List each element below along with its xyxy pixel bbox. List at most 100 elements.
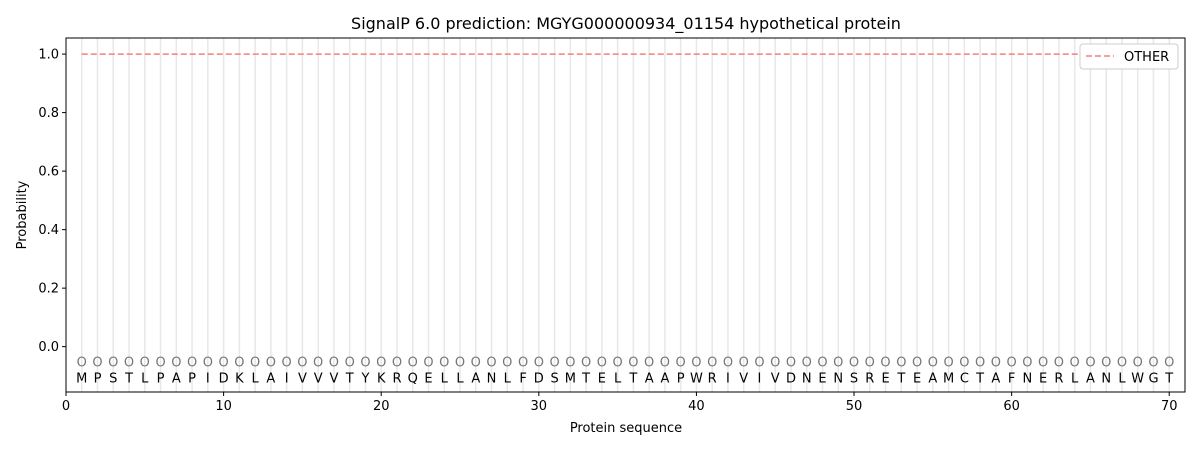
prediction-marker: O (817, 355, 827, 370)
prediction-marker: O (676, 355, 686, 370)
prediction-marker: O (1164, 355, 1174, 370)
residue-label: F (519, 371, 526, 386)
residue-label: Y (360, 371, 369, 386)
legend-label-other: OTHER (1124, 50, 1169, 65)
residue-label: V (739, 371, 748, 386)
residue-label: N (833, 371, 843, 386)
residue-label: P (188, 371, 196, 386)
prediction-marker: O (282, 355, 292, 370)
prediction-marker: O (613, 355, 623, 370)
residue-label: F (1008, 371, 1015, 386)
prediction-marker: O (959, 355, 969, 370)
residue-label: V (329, 371, 338, 386)
prediction-marker: O (376, 355, 386, 370)
prediction-marker: O (628, 355, 638, 370)
prediction-marker: O (455, 355, 465, 370)
prediction-marker: O (660, 355, 670, 370)
residue-label: A (471, 371, 480, 386)
prediction-marker: O (896, 355, 906, 370)
prediction-marker: O (644, 355, 654, 370)
y-tick-label: 0.0 (38, 340, 59, 355)
prediction-marker: O (124, 355, 134, 370)
residue-label: D (786, 371, 796, 386)
prediction-marker: O (865, 355, 875, 370)
prediction-marker: O (518, 355, 528, 370)
prediction-marker: O (502, 355, 512, 370)
residue-label: L (141, 371, 149, 386)
residue-label: D (534, 371, 544, 386)
residue-label: T (345, 371, 354, 386)
residue-label: W (1131, 371, 1144, 386)
prediction-marker: O (786, 355, 796, 370)
residue-label: N (487, 371, 497, 386)
prediction-marker: O (329, 355, 339, 370)
residue-label: V (771, 371, 780, 386)
residue-label: L (504, 371, 512, 386)
residue-label: N (802, 371, 812, 386)
y-tick-label: 0.6 (38, 165, 59, 180)
residue-label: A (266, 371, 275, 386)
residue-label: Q (408, 371, 418, 386)
legend: OTHER (1079, 43, 1179, 70)
residue-label: P (677, 371, 685, 386)
residue-label: W (690, 371, 703, 386)
x-tick-label: 0 (62, 399, 70, 414)
prediction-marker: O (1022, 355, 1032, 370)
prediction-marker: O (1054, 355, 1064, 370)
prediction-marker: O (754, 355, 764, 370)
prediction-marker: O (218, 355, 228, 370)
prediction-marker: O (1117, 355, 1127, 370)
prediction-marker: O (297, 355, 307, 370)
prediction-marker: O (723, 355, 733, 370)
prediction-marker: O (408, 355, 418, 370)
prediction-marker: O (360, 355, 370, 370)
prediction-marker: O (707, 355, 717, 370)
residue-label: I (758, 371, 762, 386)
residue-label: C (960, 371, 969, 386)
prediction-marker: O (849, 355, 859, 370)
prediction-marker: O (739, 355, 749, 370)
residue-label: L (614, 371, 622, 386)
x-tick-label: 50 (846, 399, 863, 414)
x-tick-label: 40 (688, 399, 705, 414)
prediction-marker: O (1085, 355, 1095, 370)
residue-label: A (1086, 371, 1095, 386)
residue-label: E (881, 371, 889, 386)
prediction-marker: O (565, 355, 575, 370)
residue-label: N (1101, 371, 1111, 386)
prediction-marker: O (1007, 355, 1017, 370)
prediction-marker: O (928, 355, 938, 370)
residue-label: S (109, 371, 117, 386)
prediction-marker: O (92, 355, 102, 370)
y-tick-label: 0.8 (38, 106, 59, 121)
residue-label: V (298, 371, 307, 386)
residue-label: I (726, 371, 730, 386)
y-tick-label: 0.4 (38, 223, 59, 238)
prediction-marker: O (975, 355, 985, 370)
prediction-marker: O (266, 355, 276, 370)
residue-label: R (1054, 371, 1063, 386)
prediction-marker: O (486, 355, 496, 370)
prediction-marker: O (1070, 355, 1080, 370)
prediction-marker: O (77, 355, 87, 370)
residue-label: T (896, 371, 905, 386)
prediction-marker: O (140, 355, 150, 370)
prediction-marker: O (108, 355, 118, 370)
residue-label: T (628, 371, 637, 386)
prediction-marker: O (691, 355, 701, 370)
prediction-marker: O (439, 355, 449, 370)
x-axis-label: Protein sequence (570, 421, 682, 436)
prediction-marker: O (1101, 355, 1111, 370)
residue-label: E (913, 371, 921, 386)
residue-label: L (252, 371, 260, 386)
residue-label: L (441, 371, 449, 386)
prediction-marker: O (250, 355, 260, 370)
residue-label: E (424, 371, 432, 386)
residue-label: M (565, 371, 576, 386)
residue-label: L (1071, 371, 1079, 386)
residue-label: T (1164, 371, 1173, 386)
prediction-marker: O (534, 355, 544, 370)
prediction-marker: O (943, 355, 953, 370)
